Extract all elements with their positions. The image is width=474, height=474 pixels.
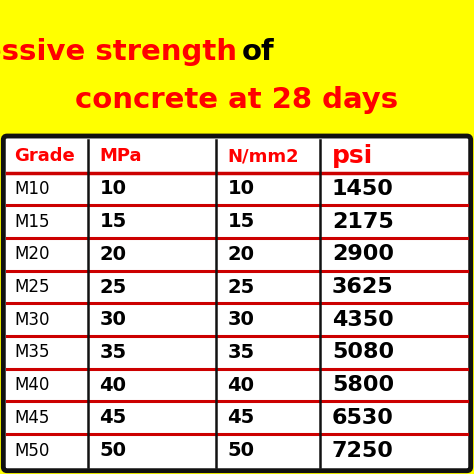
Text: 45: 45: [228, 408, 255, 428]
Text: M25: M25: [14, 278, 50, 296]
Text: 35: 35: [228, 343, 255, 362]
Text: M30: M30: [14, 311, 50, 328]
Text: M35: M35: [14, 344, 50, 361]
Text: M20: M20: [14, 246, 50, 263]
Text: 45: 45: [100, 408, 127, 428]
Text: M45: M45: [14, 409, 50, 427]
Text: concrete at 28 days: concrete at 28 days: [75, 85, 399, 114]
Text: 2175: 2175: [332, 211, 393, 232]
Text: 50: 50: [228, 441, 255, 460]
Text: 20: 20: [100, 245, 127, 264]
Text: 3625: 3625: [332, 277, 393, 297]
Text: M50: M50: [14, 442, 50, 459]
Text: M15: M15: [14, 213, 50, 230]
Text: Compressive strength: Compressive strength: [0, 38, 237, 66]
Text: 25: 25: [100, 277, 127, 297]
Text: 20: 20: [228, 245, 255, 264]
Text: 7250: 7250: [332, 440, 394, 461]
Text: 15: 15: [100, 212, 127, 231]
Text: 6530: 6530: [332, 408, 394, 428]
Text: 10: 10: [100, 179, 127, 199]
Text: 30: 30: [100, 310, 127, 329]
Text: 35: 35: [100, 343, 127, 362]
Text: 10: 10: [228, 179, 255, 199]
Text: 40: 40: [100, 375, 127, 395]
Text: psi: psi: [332, 144, 373, 168]
Text: 50: 50: [100, 441, 127, 460]
Text: M40: M40: [14, 376, 50, 394]
Text: 5080: 5080: [332, 342, 394, 363]
Text: M10: M10: [14, 180, 50, 198]
Text: Grade: Grade: [14, 147, 75, 165]
Text: 15: 15: [228, 212, 255, 231]
Text: 40: 40: [228, 375, 255, 395]
FancyBboxPatch shape: [3, 136, 471, 471]
Text: N/mm2: N/mm2: [228, 147, 299, 165]
Text: 1450: 1450: [332, 179, 394, 199]
Text: 2900: 2900: [332, 244, 394, 264]
Text: 30: 30: [228, 310, 255, 329]
Text: of: of: [242, 38, 274, 66]
Text: 5800: 5800: [332, 375, 394, 395]
Text: MPa: MPa: [100, 147, 142, 165]
Text: 25: 25: [228, 277, 255, 297]
Text: 4350: 4350: [332, 310, 393, 330]
